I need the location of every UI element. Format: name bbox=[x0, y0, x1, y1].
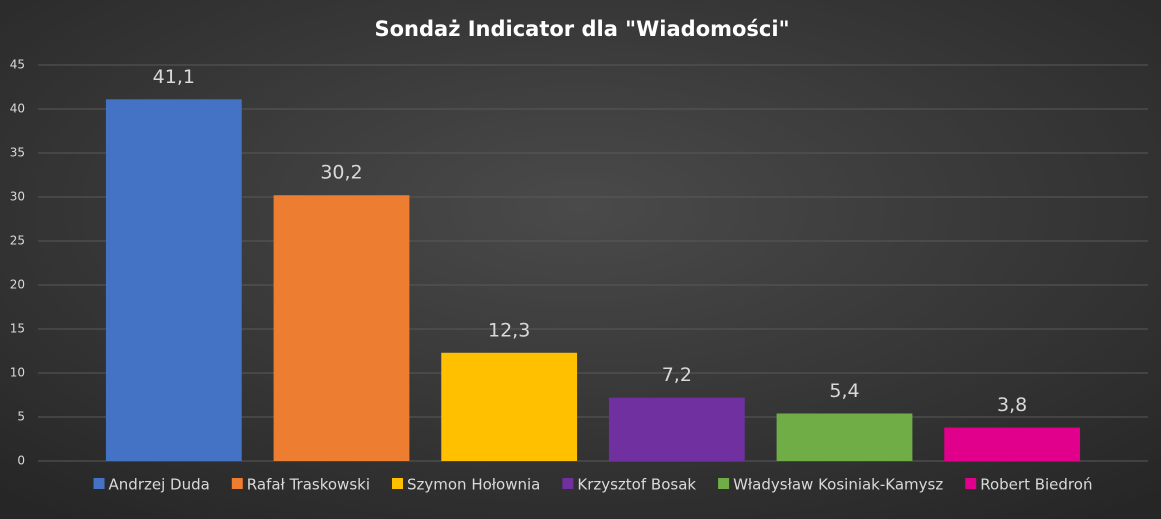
legend-swatch bbox=[93, 478, 105, 489]
legend-swatch bbox=[562, 478, 574, 489]
data-label: 30,2 bbox=[320, 162, 362, 184]
legend-swatch bbox=[718, 478, 730, 489]
y-tick-label: 45 bbox=[10, 58, 25, 72]
legend-swatch bbox=[391, 478, 403, 489]
data-label: 41,1 bbox=[153, 66, 195, 88]
bar bbox=[273, 195, 410, 462]
y-tick-label: 5 bbox=[17, 410, 25, 424]
data-label: 5,4 bbox=[829, 380, 859, 402]
bar bbox=[776, 413, 913, 461]
y-tick-label: 35 bbox=[10, 146, 25, 160]
y-tick-label: 30 bbox=[10, 190, 25, 204]
legend-label: Szymon Hołownia bbox=[407, 476, 540, 494]
legend-label: Robert Biedroń bbox=[980, 476, 1092, 494]
chart-title: Sondaż Indicator dla "Wiadomości" bbox=[374, 17, 789, 41]
y-tick-label: 40 bbox=[10, 102, 25, 116]
legend-label: Andrzej Duda bbox=[109, 476, 210, 494]
legend-label: Rafał Traskowski bbox=[247, 476, 370, 494]
data-label: 12,3 bbox=[488, 319, 530, 341]
y-tick-label: 0 bbox=[17, 454, 25, 468]
y-tick-label: 20 bbox=[10, 278, 25, 292]
y-tick-label: 10 bbox=[10, 366, 25, 380]
bar bbox=[944, 427, 1081, 461]
y-tick-label: 25 bbox=[10, 234, 25, 248]
bar bbox=[608, 397, 745, 461]
bar bbox=[105, 99, 242, 461]
data-label: 7,2 bbox=[662, 364, 692, 386]
bar bbox=[441, 352, 578, 461]
y-tick-label: 15 bbox=[10, 322, 25, 336]
legend-swatch bbox=[965, 478, 977, 489]
legend-label: Krzysztof Bosak bbox=[577, 476, 696, 494]
legend-swatch bbox=[231, 478, 243, 489]
data-label: 3,8 bbox=[997, 394, 1027, 416]
legend-label: Władysław Kosiniak-Kamysz bbox=[733, 476, 943, 494]
